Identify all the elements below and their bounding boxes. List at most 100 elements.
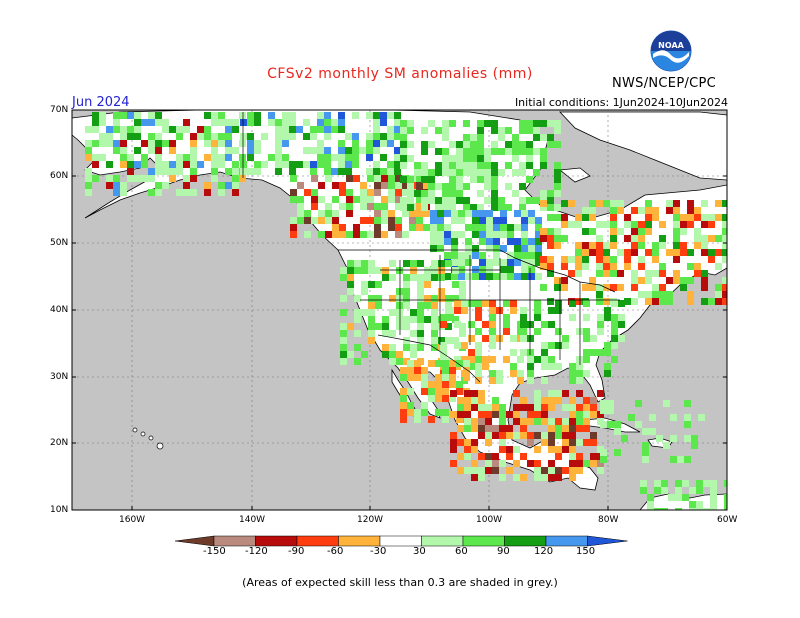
anomaly-cell (583, 460, 590, 467)
anomaly-cell (268, 154, 275, 161)
anomaly-cell (155, 119, 162, 126)
anomaly-cell (534, 300, 541, 307)
anomaly-cell (520, 328, 527, 335)
anomaly-cell (541, 363, 548, 370)
anomaly-cell (541, 439, 548, 446)
anomaly-cell (589, 200, 596, 207)
anomaly-cell (519, 148, 526, 155)
anomaly-cell (576, 418, 583, 425)
anomaly-cell (590, 453, 597, 460)
anomaly-cell (409, 224, 416, 231)
anomaly-cell (148, 133, 155, 140)
colorbar-cap-left (174, 535, 215, 547)
anomaly-cell (465, 245, 472, 252)
anomaly-cell (311, 189, 318, 196)
forecast-month: Jun 2024 (72, 95, 130, 110)
anomaly-cell (505, 162, 512, 169)
anomaly-cell (183, 175, 190, 182)
anomaly-cell (424, 274, 431, 281)
anomaly-cell (407, 360, 414, 367)
anomaly-cell (373, 126, 380, 133)
anomaly-cell (345, 133, 352, 140)
anomaly-cell (435, 183, 442, 190)
anomaly-cell (92, 175, 99, 182)
anomaly-cell (687, 249, 694, 256)
anomaly-cell (340, 330, 347, 337)
anomaly-cell (514, 210, 521, 217)
anomaly-cell (407, 176, 414, 183)
anomaly-cell (475, 307, 482, 314)
anomaly-cell (527, 418, 534, 425)
anomaly-cell (554, 120, 561, 127)
anomaly-cell (638, 228, 645, 235)
anomaly-cell (670, 414, 677, 421)
anomaly-cell (659, 263, 666, 270)
anomaly-cell (254, 161, 261, 168)
anomaly-cell (503, 321, 510, 328)
anomaly-cell (449, 381, 456, 388)
anomaly-cell (484, 148, 491, 155)
anomaly-cell (618, 300, 625, 307)
anomaly-cell (540, 235, 547, 242)
anomaly-cell (442, 148, 449, 155)
anomaly-cell (610, 221, 617, 228)
anomaly-cell (701, 284, 708, 291)
anomaly-cell (647, 508, 654, 510)
anomaly-cell (458, 266, 465, 273)
anomaly-cell (459, 323, 466, 330)
anomaly-cell (414, 360, 421, 367)
anomaly-cell (520, 397, 527, 404)
anomaly-cell (183, 126, 190, 133)
anomaly-cell (99, 140, 106, 147)
anomaly-cell (468, 300, 475, 307)
anomaly-cell (381, 182, 388, 189)
anomaly-cell (694, 214, 701, 221)
anomaly-cell (654, 480, 661, 487)
anomaly-cell (407, 183, 414, 190)
anomaly-cell (400, 148, 407, 155)
anomaly-cell (338, 161, 345, 168)
anomaly-cell (382, 344, 389, 351)
anomaly-cell (359, 147, 366, 154)
anomaly-cell (282, 119, 289, 126)
anomaly-cell (449, 155, 456, 162)
anomaly-cell (610, 200, 617, 207)
anomaly-cell (468, 356, 475, 363)
anomaly-cell (498, 148, 505, 155)
anomaly-cell (197, 126, 204, 133)
anomaly-cell (548, 356, 555, 363)
anomaly-cell (576, 377, 583, 384)
anomaly-cell (512, 148, 519, 155)
anomaly-cell (449, 367, 456, 374)
anomaly-cell (456, 388, 463, 395)
anomaly-cell (368, 309, 375, 316)
anomaly-cell (113, 140, 120, 147)
anomaly-cell (141, 140, 148, 147)
anomaly-cell (289, 112, 296, 119)
anomaly-cell (499, 460, 506, 467)
map-title: CFSv2 monthly SM anomalies (mm) (267, 66, 533, 82)
anomaly-cell (470, 141, 477, 148)
anomaly-cell (526, 197, 533, 204)
anomaly-cell (652, 256, 659, 263)
anomaly-cell (575, 214, 582, 221)
anomaly-cell (450, 411, 457, 418)
anomaly-cell (340, 344, 347, 351)
anomaly-cell (555, 342, 562, 349)
anomaly-cell (361, 288, 368, 295)
anomaly-cell (541, 397, 548, 404)
anomaly-cell (659, 284, 666, 291)
anomaly-cell (409, 217, 416, 224)
anomaly-cell (607, 407, 614, 414)
anomaly-cell (597, 460, 604, 467)
anomaly-cell (218, 140, 225, 147)
anomaly-cell (368, 330, 375, 337)
anomaly-cell (421, 388, 428, 395)
anomaly-cell (527, 335, 534, 342)
anomaly-cell (687, 207, 694, 214)
anomaly-cell (240, 161, 247, 168)
anomaly-cell (722, 214, 727, 221)
anomaly-cell (458, 259, 465, 266)
anomaly-cell (375, 295, 382, 302)
anomaly-cell (576, 363, 583, 370)
